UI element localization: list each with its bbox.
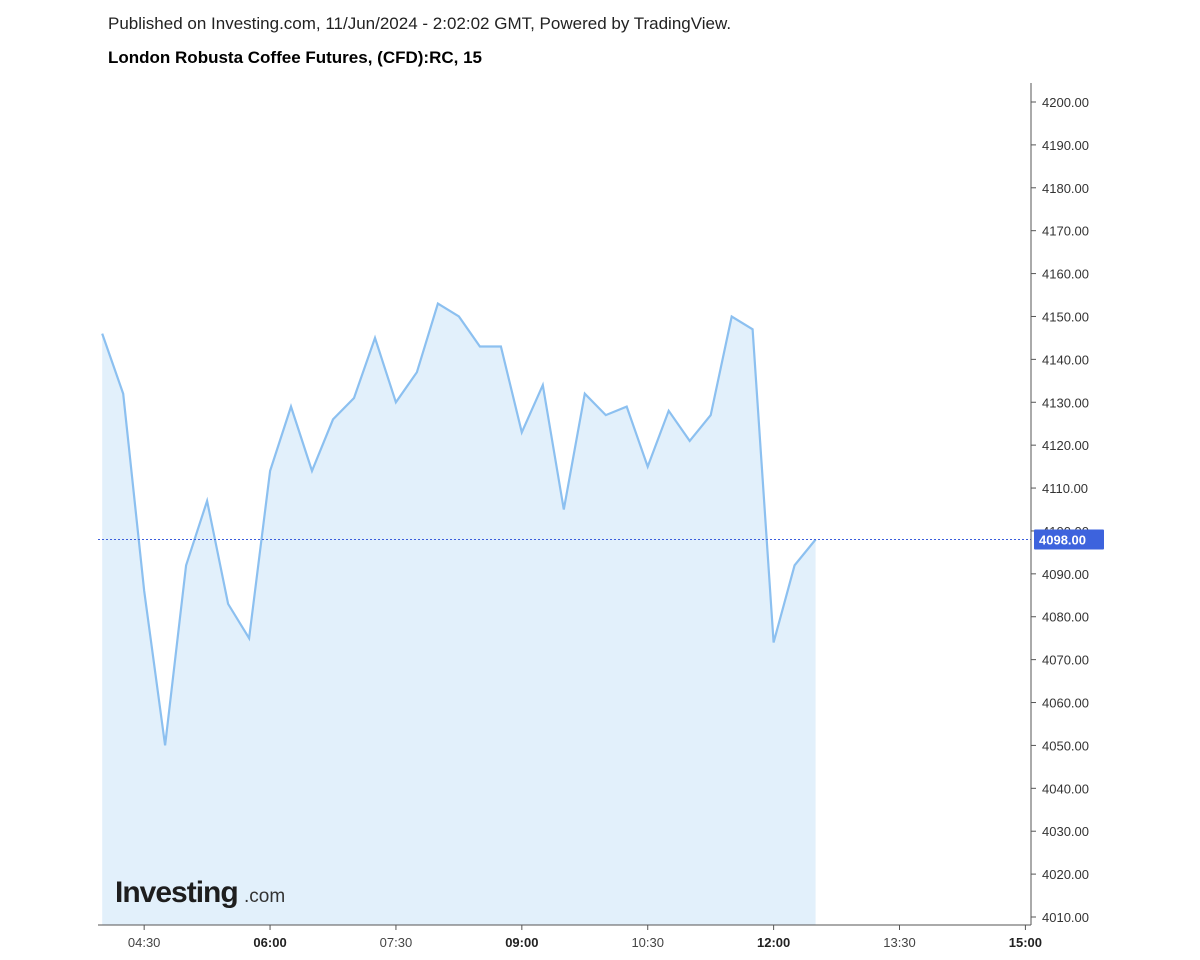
data-point-1015 — [625, 405, 629, 409]
data-point-1115 — [709, 413, 713, 417]
logo-wordmark: Investing — [115, 876, 238, 909]
y-tick-label: 4180.00 — [1042, 181, 1089, 196]
data-point-0400 — [100, 332, 104, 336]
x-tick-label: 09:00 — [505, 935, 538, 950]
area-fill — [102, 303, 816, 926]
data-point-0545 — [247, 636, 251, 640]
x-tick-label: 10:30 — [631, 935, 664, 950]
x-tick-label: 12:00 — [757, 935, 790, 950]
data-point-0615 — [289, 405, 293, 409]
last-price-badge — [1034, 529, 1104, 550]
y-tick-label: 4130.00 — [1042, 395, 1089, 410]
data-point-0600 — [268, 469, 272, 473]
last-price-label: 4098.00 — [1039, 533, 1086, 548]
data-point-0515 — [205, 499, 209, 503]
data-point-1215 — [793, 563, 797, 567]
data-point-0430 — [142, 589, 146, 593]
y-tick-label: 4010.00 — [1042, 910, 1089, 925]
x-tick-label: 07:30 — [380, 935, 413, 950]
y-tick-label: 4070.00 — [1042, 653, 1089, 668]
y-tick-label: 4090.00 — [1042, 567, 1089, 582]
data-point-1045 — [667, 409, 671, 413]
instrument-title: London Robusta Coffee Futures, (CFD):RC,… — [108, 48, 482, 67]
investing-logo: Investing .com — [115, 876, 285, 909]
y-tick-label: 4150.00 — [1042, 309, 1089, 324]
last-price-marker: 4098.00 — [1034, 529, 1104, 550]
data-point-0945 — [583, 392, 587, 396]
y-tick-label: 4020.00 — [1042, 867, 1089, 882]
y-tick-label: 4110.00 — [1042, 481, 1088, 496]
logo-suffix: .com — [244, 886, 285, 907]
y-tick-label: 4140.00 — [1042, 352, 1089, 367]
data-point-0645 — [331, 417, 335, 421]
data-point-0700 — [352, 396, 356, 400]
y-tick-label: 4080.00 — [1042, 610, 1089, 625]
data-point-0445 — [163, 743, 167, 747]
y-tick-label: 4050.00 — [1042, 738, 1089, 753]
data-point-0500 — [184, 563, 188, 567]
plot-area — [98, 301, 1031, 926]
data-point-0900 — [520, 430, 524, 434]
data-point-1000 — [604, 413, 608, 417]
data-point-0845 — [499, 345, 503, 349]
data-point-0930 — [562, 508, 566, 512]
y-tick-label: 4060.00 — [1042, 696, 1089, 711]
data-point-0415 — [121, 392, 125, 396]
published-caption: Published on Investing.com, 11/Jun/2024 … — [108, 14, 732, 33]
data-point-0815 — [457, 315, 461, 319]
data-point-0530 — [226, 602, 230, 606]
data-point-0830 — [478, 345, 482, 349]
data-point-1200 — [772, 641, 776, 645]
data-point-0745 — [415, 370, 419, 374]
data-point-0715 — [373, 336, 377, 340]
data-point-0730 — [394, 400, 398, 404]
y-tick-label: 4200.00 — [1042, 95, 1089, 110]
x-tick-label: 06:00 — [253, 935, 286, 950]
data-point-0915 — [541, 383, 545, 387]
y-tick-label: 4160.00 — [1042, 267, 1089, 282]
data-point-0630 — [310, 469, 314, 473]
data-point-1100 — [688, 439, 692, 443]
x-tick-label: 04:30 — [128, 935, 161, 950]
y-tick-label: 4030.00 — [1042, 824, 1089, 839]
y-tick-label: 4040.00 — [1042, 781, 1089, 796]
data-point-1145 — [751, 327, 755, 331]
data-point-1130 — [730, 315, 734, 319]
data-point-0800 — [436, 302, 440, 306]
x-tick-label: 13:30 — [883, 935, 916, 950]
data-point-1030 — [646, 465, 650, 469]
series-line — [101, 301, 817, 746]
y-tick-label: 4190.00 — [1042, 138, 1089, 153]
x-tick-label: 15:00 — [1009, 935, 1042, 950]
y-tick-label: 4120.00 — [1042, 438, 1089, 453]
y-tick-label: 4170.00 — [1042, 224, 1089, 239]
